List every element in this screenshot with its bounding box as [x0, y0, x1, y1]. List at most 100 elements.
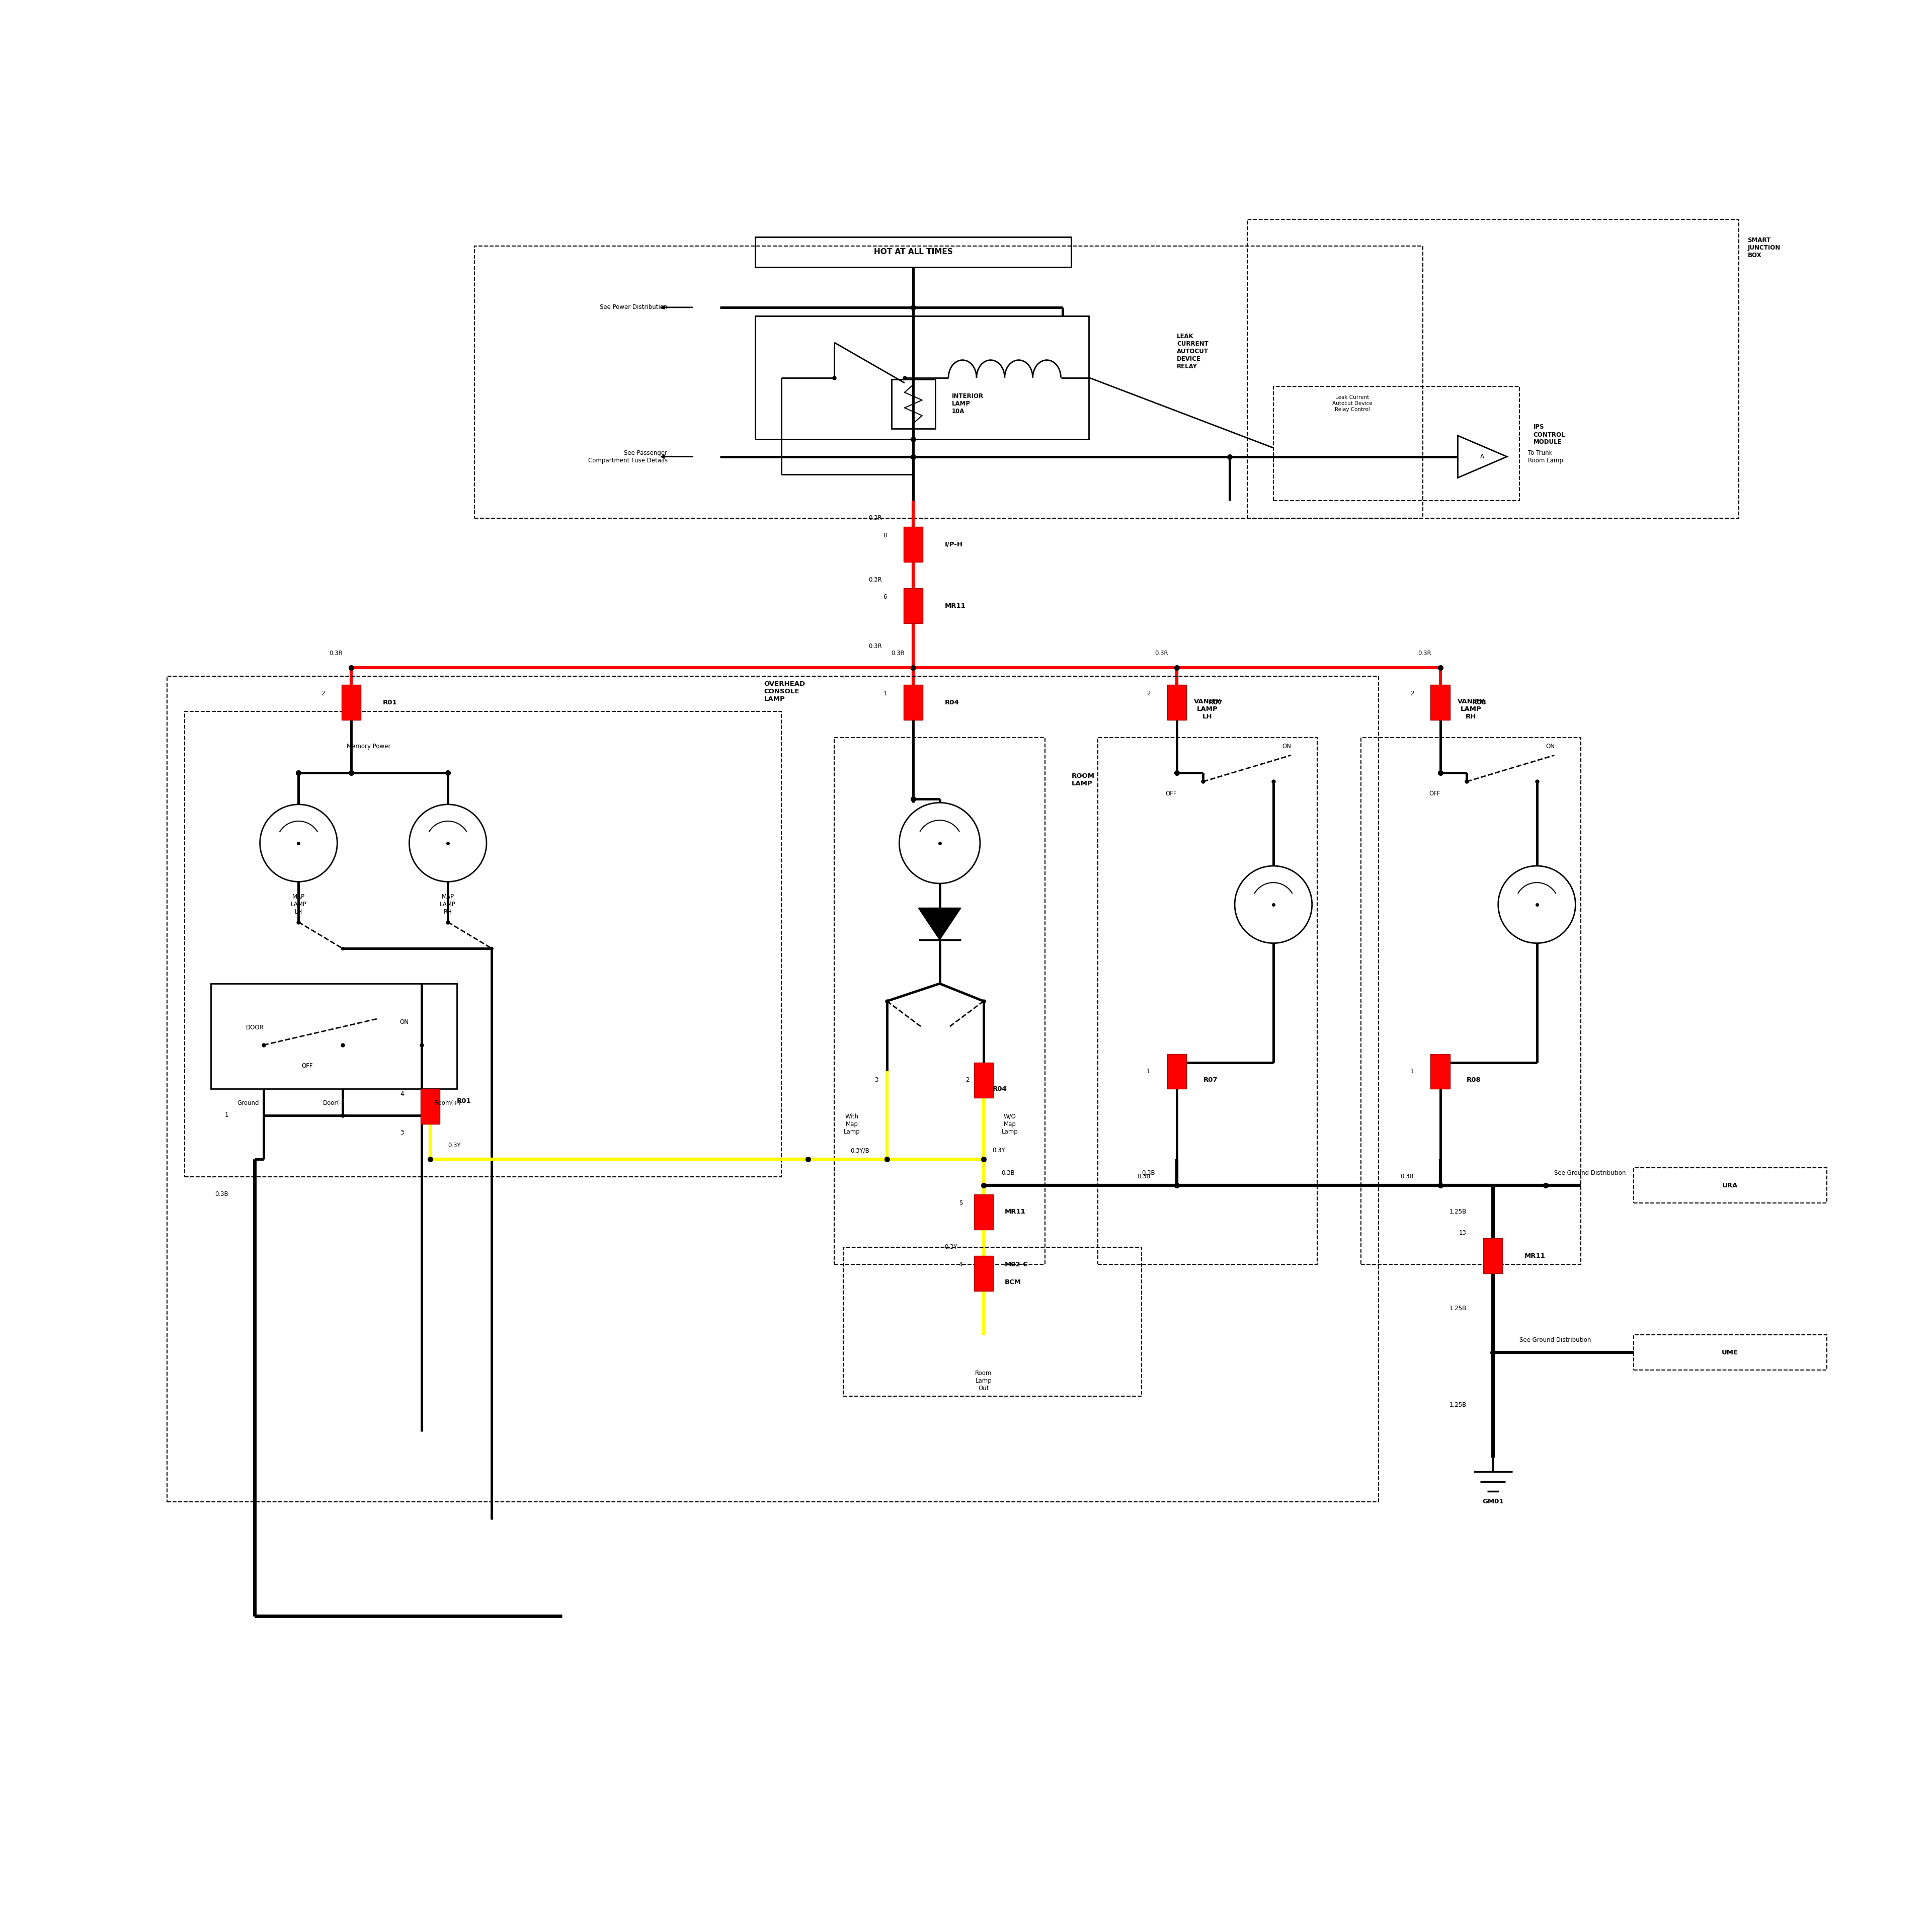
Bar: [904, 527, 923, 562]
Text: 2: 2: [321, 690, 325, 697]
Bar: [755, 238, 1072, 267]
Text: A: A: [1480, 454, 1484, 460]
Text: 1: 1: [883, 690, 887, 697]
Text: 13: 13: [1459, 1229, 1466, 1236]
Text: OFF: OFF: [1165, 790, 1177, 798]
Text: 6: 6: [883, 593, 887, 601]
Text: 4: 4: [400, 1092, 404, 1097]
Text: Memory Power: Memory Power: [348, 744, 390, 750]
Text: R01: R01: [383, 699, 398, 705]
Text: MAP
LAMP
RH: MAP LAMP RH: [440, 895, 456, 916]
Bar: [1273, 386, 1519, 500]
Text: ON: ON: [1546, 744, 1555, 750]
Bar: [166, 676, 1379, 1501]
Text: See Power Distribution: See Power Distribution: [599, 303, 667, 311]
Circle shape: [898, 802, 980, 883]
Polygon shape: [918, 908, 960, 939]
Bar: [835, 738, 1045, 1265]
Text: ROOM
LAMP: ROOM LAMP: [1072, 773, 1095, 786]
Bar: [1167, 686, 1186, 721]
Text: 2: 2: [966, 1076, 970, 1084]
Circle shape: [1235, 866, 1312, 943]
Text: ON: ON: [400, 1018, 408, 1026]
Text: MR11: MR11: [1524, 1252, 1546, 1260]
Text: R01: R01: [456, 1097, 471, 1105]
Text: To Trunk
Room Lamp: To Trunk Room Lamp: [1528, 450, 1563, 464]
Bar: [1484, 1238, 1503, 1273]
Text: See Passenger
Compartment Fuse Details: See Passenger Compartment Fuse Details: [587, 450, 667, 464]
Bar: [1633, 1169, 1826, 1204]
Text: 1: 1: [224, 1113, 228, 1119]
Text: DOOR: DOOR: [245, 1024, 265, 1032]
Text: VANITY
LAMP
RH: VANITY LAMP RH: [1457, 699, 1484, 721]
Text: 3: 3: [875, 1076, 879, 1084]
Text: 8: 8: [883, 533, 887, 539]
Bar: [1430, 1053, 1449, 1090]
Text: R07: R07: [1204, 1076, 1217, 1084]
Bar: [974, 1256, 993, 1291]
Text: 2: 2: [1410, 690, 1414, 697]
Text: 0.3B: 0.3B: [1001, 1171, 1014, 1177]
Bar: [184, 711, 782, 1177]
Text: URA: URA: [1721, 1182, 1739, 1188]
Polygon shape: [1459, 435, 1507, 477]
Text: MAP
LAMP
LH: MAP LAMP LH: [290, 895, 307, 916]
Text: 0.3R: 0.3R: [867, 576, 881, 583]
Bar: [1167, 1053, 1186, 1090]
Text: 1.25B: 1.25B: [1449, 1403, 1466, 1408]
Text: 0.3R: 0.3R: [867, 643, 881, 649]
Text: Room
Lamp
Out: Room Lamp Out: [976, 1370, 991, 1391]
Text: 3: 3: [400, 1130, 404, 1136]
Text: 0.3R: 0.3R: [328, 649, 342, 657]
Bar: [891, 379, 935, 429]
Text: 0.3R: 0.3R: [867, 514, 881, 522]
Bar: [1633, 1335, 1826, 1370]
Text: IPS
CONTROL
MODULE: IPS CONTROL MODULE: [1534, 423, 1565, 446]
Bar: [1097, 738, 1318, 1265]
Text: ON: ON: [1283, 744, 1291, 750]
Bar: [755, 317, 1090, 439]
Text: R04: R04: [945, 699, 960, 705]
Bar: [974, 1063, 993, 1097]
Text: R08: R08: [1466, 1076, 1482, 1084]
Text: 0.3Y: 0.3Y: [945, 1244, 956, 1250]
Text: 0.3B: 0.3B: [1142, 1171, 1155, 1177]
Text: Room(+): Room(+): [435, 1099, 462, 1107]
Text: GM01: GM01: [1482, 1499, 1503, 1505]
Text: LEAK
CURRENT
AUTOCUT
DEVICE
RELAY: LEAK CURRENT AUTOCUT DEVICE RELAY: [1177, 332, 1208, 369]
Text: 0.3B: 0.3B: [214, 1190, 228, 1198]
Text: M02-C: M02-C: [1005, 1262, 1028, 1267]
Text: 0.3B: 0.3B: [1401, 1173, 1414, 1180]
Text: 0.3Y: 0.3Y: [993, 1148, 1005, 1153]
Bar: [904, 686, 923, 721]
Bar: [974, 1194, 993, 1229]
Text: R08: R08: [1472, 699, 1486, 705]
Text: See Ground Distribution: See Ground Distribution: [1519, 1337, 1590, 1343]
Text: 5: 5: [958, 1200, 962, 1206]
Text: SMART
JUNCTION
BOX: SMART JUNCTION BOX: [1748, 238, 1781, 259]
Text: OVERHEAD
CONSOLE
LAMP: OVERHEAD CONSOLE LAMP: [763, 680, 806, 703]
Bar: [1430, 686, 1449, 721]
Bar: [211, 983, 456, 1090]
Bar: [842, 1246, 1142, 1397]
Circle shape: [410, 804, 487, 881]
Circle shape: [261, 804, 338, 881]
Text: 0.3Y: 0.3Y: [448, 1142, 460, 1148]
Text: 0.3B: 0.3B: [1138, 1173, 1150, 1180]
Text: HOT AT ALL TIMES: HOT AT ALL TIMES: [873, 249, 952, 255]
Text: 0.3R: 0.3R: [1155, 649, 1169, 657]
Text: 1.25B: 1.25B: [1449, 1306, 1466, 1312]
Text: 0.3R: 0.3R: [1418, 649, 1432, 657]
Bar: [1246, 220, 1739, 518]
Text: R07: R07: [1208, 699, 1223, 705]
Text: MR11: MR11: [1005, 1209, 1026, 1215]
Bar: [904, 589, 923, 624]
Text: W/O
Map
Lamp: W/O Map Lamp: [1001, 1113, 1018, 1134]
Bar: [342, 686, 361, 721]
Text: UME: UME: [1721, 1349, 1739, 1356]
Text: INTERIOR
LAMP
10A: INTERIOR LAMP 10A: [952, 392, 983, 415]
Bar: [1362, 738, 1580, 1265]
Text: 4: 4: [958, 1262, 962, 1267]
Circle shape: [1497, 866, 1575, 943]
Text: VANITY
LAMP
LH: VANITY LAMP LH: [1194, 699, 1221, 721]
